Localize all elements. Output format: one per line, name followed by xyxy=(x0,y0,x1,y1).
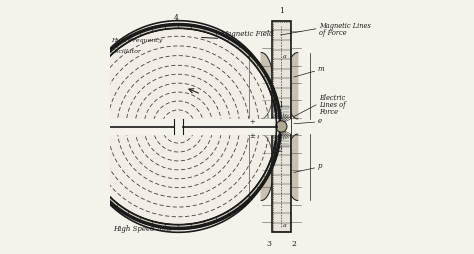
Polygon shape xyxy=(80,127,276,225)
Text: High Speed Ions: High Speed Ions xyxy=(113,225,173,232)
Polygon shape xyxy=(285,135,298,201)
Text: 4: 4 xyxy=(173,14,178,22)
Text: 1: 1 xyxy=(279,7,284,15)
Circle shape xyxy=(76,25,280,229)
Text: Force: Force xyxy=(319,107,337,116)
Polygon shape xyxy=(80,29,276,127)
Bar xyxy=(272,22,291,232)
Bar xyxy=(273,23,290,231)
Text: of Force: of Force xyxy=(319,29,346,37)
Text: 2: 2 xyxy=(292,239,297,247)
Text: m: m xyxy=(317,65,324,73)
Text: e: e xyxy=(317,116,321,124)
Circle shape xyxy=(80,29,276,225)
Text: High Frequency: High Frequency xyxy=(111,38,162,43)
Text: Oscillator: Oscillator xyxy=(111,48,142,53)
Circle shape xyxy=(276,121,287,133)
Text: ±: ± xyxy=(249,131,255,139)
Text: 3: 3 xyxy=(266,239,271,247)
Text: Electric: Electric xyxy=(319,94,345,102)
Text: Lines of: Lines of xyxy=(319,101,345,109)
Text: a: a xyxy=(283,53,286,58)
Text: Magnetic Field: Magnetic Field xyxy=(220,30,274,38)
Polygon shape xyxy=(285,53,298,119)
Text: 2: 2 xyxy=(278,146,283,154)
Text: a: a xyxy=(283,222,286,227)
Polygon shape xyxy=(261,135,273,201)
Text: p: p xyxy=(317,162,322,170)
Text: 1: 1 xyxy=(278,100,283,108)
Polygon shape xyxy=(261,53,273,119)
Text: Magnetic Lines: Magnetic Lines xyxy=(319,21,370,29)
Text: +: + xyxy=(249,117,255,125)
Bar xyxy=(272,119,291,135)
